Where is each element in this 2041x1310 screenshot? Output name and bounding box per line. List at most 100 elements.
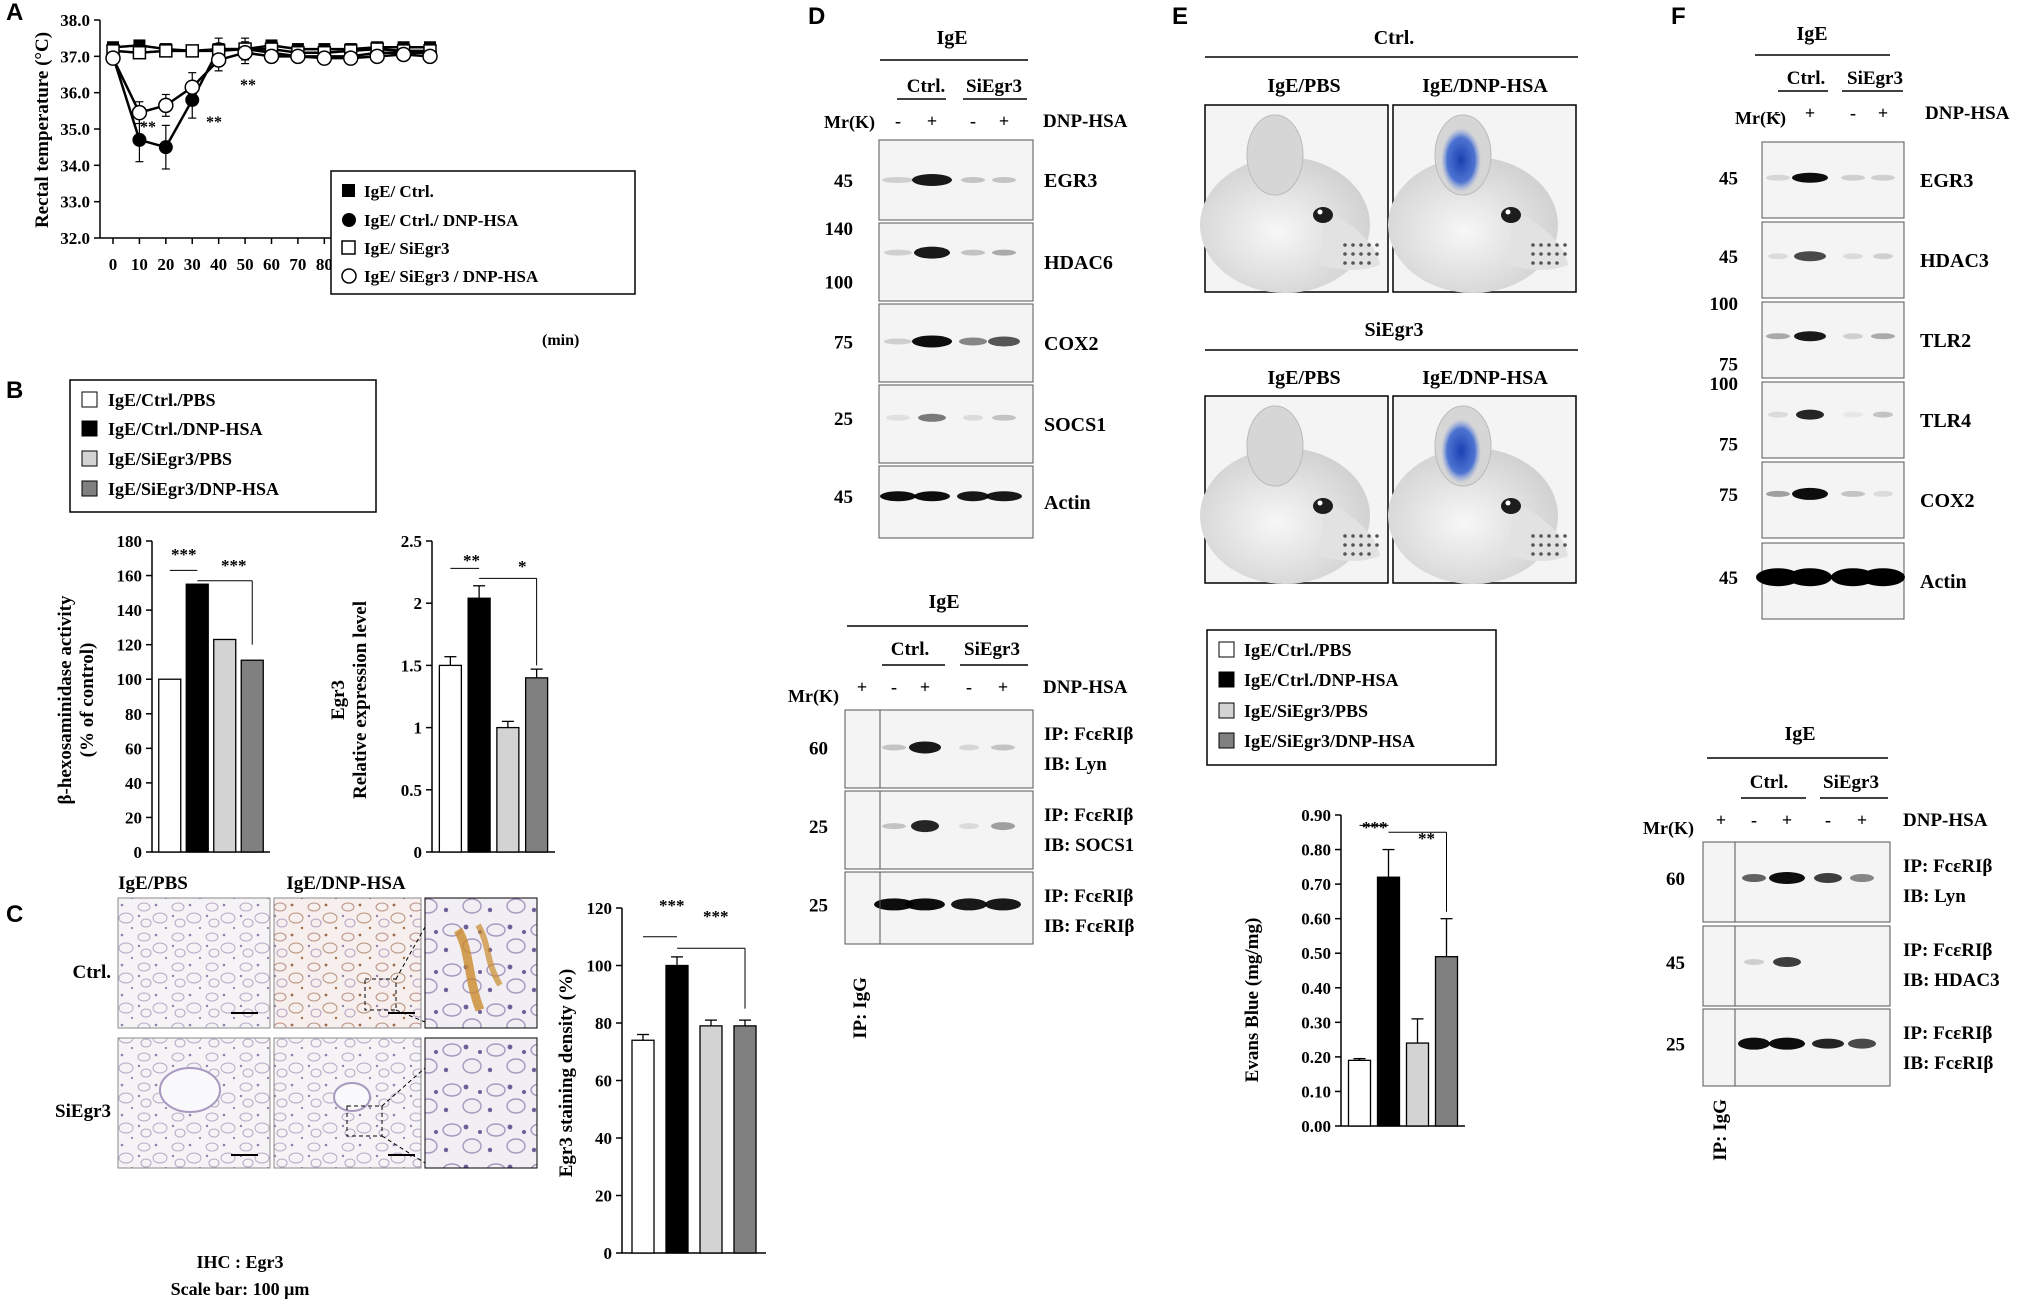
whisker-dot xyxy=(1531,252,1535,256)
egr3-stain xyxy=(475,923,503,987)
f-ip-sign: - xyxy=(1825,810,1831,830)
d-mw-marker: 45 xyxy=(834,171,853,192)
d-mw-marker: 25 xyxy=(834,409,853,430)
bar xyxy=(665,964,689,1254)
whisker-dot xyxy=(1343,543,1347,547)
a-point-open-square xyxy=(132,45,147,60)
y-tick-label: 60 xyxy=(595,1072,612,1091)
protein-band xyxy=(959,744,979,751)
a-y-tick-label: 37.0 xyxy=(60,47,90,66)
f-blot-label: Actin xyxy=(1920,571,1967,593)
d-ip-header: IgE xyxy=(928,591,959,613)
f-ip-sign: + xyxy=(1857,810,1867,830)
whisker-dot xyxy=(1351,534,1355,538)
whisker-dot xyxy=(1563,243,1567,247)
a-point-filled-circle xyxy=(158,140,173,155)
protein-band xyxy=(1794,331,1826,342)
b-sig-label: * xyxy=(518,557,527,576)
f-ip-group-label: SiEgr3 xyxy=(1823,772,1879,793)
protein-band xyxy=(911,820,939,833)
d-ip-sign: + xyxy=(998,677,1008,697)
whisker-dot xyxy=(1343,552,1347,556)
d-ip-sign: - xyxy=(966,677,972,697)
f-sign: - xyxy=(1850,103,1856,123)
f-group-label: SiEgr3 xyxy=(1847,68,1903,89)
protein-band xyxy=(991,822,1015,831)
d-ip-mw-marker: 25 xyxy=(809,817,828,838)
d-ip-treatment-label: DNP-HSA xyxy=(1043,677,1128,698)
f-ip-label: IP: FcεRIβ xyxy=(1903,940,1992,961)
d-blot-label: HDAC6 xyxy=(1044,252,1113,274)
a-legend-entry: IgE/ SiEgr3 / DNP-HSA xyxy=(364,267,539,286)
a-x-tick-label: 20 xyxy=(157,255,174,274)
d-ip-blots: IP: FcεRIβ IB: Lyn 60 IP: FcεRIβ IB: SOCS1 25… xyxy=(809,709,1134,945)
c-column-label: IgE/DNP-HSA xyxy=(286,873,406,894)
d-header: IgE xyxy=(936,27,967,49)
protein-band xyxy=(1843,411,1863,418)
whisker-dot xyxy=(1531,543,1535,547)
whisker-dot xyxy=(1343,534,1347,538)
whisker-dot xyxy=(1375,252,1379,256)
b-legend-entry: IgE/SiEgr3/DNP-HSA xyxy=(108,479,279,499)
protein-band xyxy=(1850,874,1874,882)
whisker-dot xyxy=(1547,252,1551,256)
f-ip-mw-marker: 45 xyxy=(1666,953,1685,974)
whisker-dot xyxy=(1547,543,1551,547)
b-sig-label: *** xyxy=(221,556,247,575)
a-x-tick-label: 80 xyxy=(316,255,333,274)
a-point-open-circle xyxy=(343,50,359,66)
b-legend-entry: IgE/Ctrl./DNP-HSA xyxy=(108,419,263,439)
bar xyxy=(438,664,463,853)
protein-band xyxy=(884,249,912,256)
legend-swatch-darkgray xyxy=(1218,732,1235,749)
evans-blue-ear xyxy=(1441,419,1481,483)
protein-band xyxy=(912,335,952,348)
protein-band xyxy=(1848,1038,1876,1049)
f-mw-marker: 75 xyxy=(1719,485,1738,506)
a-point-open-circle xyxy=(316,50,333,66)
y-tick-label: 120 xyxy=(117,636,143,655)
f-blot-membrane xyxy=(1761,141,1905,219)
a-sig-label: ** xyxy=(240,77,256,94)
protein-band xyxy=(880,491,916,502)
y-tick-label: 0.80 xyxy=(1301,841,1331,860)
y-tick-label: 2 xyxy=(414,594,423,613)
d-sign: - xyxy=(895,111,901,131)
whisker-dot xyxy=(1547,552,1551,556)
legend-swatch-white xyxy=(1218,641,1235,658)
a-x-tick-label: 10 xyxy=(131,255,148,274)
zoom-region-box xyxy=(364,978,397,1011)
legend-swatch-black xyxy=(1218,671,1235,688)
legend-swatch-darkgray xyxy=(81,480,98,497)
zoom-connector xyxy=(381,1067,426,1107)
whisker-dot xyxy=(1367,534,1371,538)
c-sig-label: *** xyxy=(703,907,729,926)
y-tick-label: 0 xyxy=(604,1244,613,1263)
y-tick-label: 0.30 xyxy=(1301,1013,1331,1032)
whisker-dot xyxy=(1375,543,1379,547)
mouse-eye xyxy=(1313,498,1333,514)
whisker-dot xyxy=(1555,252,1559,256)
airway-lumen xyxy=(333,1082,371,1112)
bar xyxy=(631,1039,655,1254)
d-ip-sign: - xyxy=(891,677,897,697)
d-blot-label: Actin xyxy=(1044,492,1091,514)
d-sign: + xyxy=(999,111,1009,131)
protein-band xyxy=(1812,1038,1844,1049)
f-blot-membrane xyxy=(1761,221,1905,299)
protein-band xyxy=(886,414,910,421)
whisker-dot xyxy=(1531,243,1535,247)
d-mw-marker: 45 xyxy=(834,487,853,508)
f-mw-marker: 75 xyxy=(1719,434,1738,455)
airway-lumen xyxy=(159,1067,221,1113)
d-ip-igg-label: IP: IgG xyxy=(850,977,871,1039)
panel-label-d: D xyxy=(808,3,825,30)
a-y-axis-label: Rectal temperature (°C) xyxy=(32,32,53,228)
panel-b: B IgE/Ctrl./PBS IgE/Ctrl./DNP-HSA IgE/Si… xyxy=(6,377,555,862)
b-sig-label: *** xyxy=(171,545,197,564)
whisker-dot xyxy=(1359,252,1363,256)
a-point-open-square xyxy=(185,44,199,58)
y-tick-label: 0.90 xyxy=(1301,806,1331,825)
protein-band xyxy=(957,491,989,502)
bar xyxy=(185,583,209,853)
